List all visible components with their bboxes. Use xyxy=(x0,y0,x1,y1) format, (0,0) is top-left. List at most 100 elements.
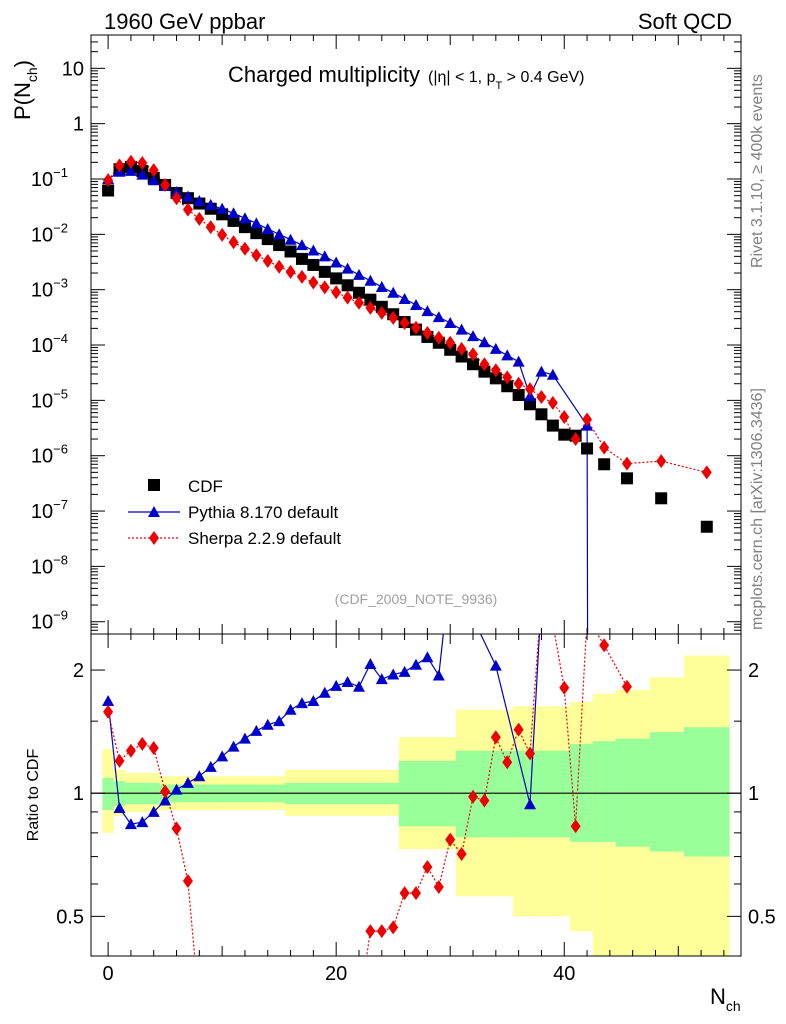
pythia-main-point-19 xyxy=(318,250,331,262)
cdf-main-point-40 xyxy=(558,428,571,441)
cdf-main-point-43 xyxy=(598,458,611,471)
sherpa-main-point-0 xyxy=(103,173,114,188)
sherpa-ratio-point-12 xyxy=(388,920,399,935)
pythia-main-point-16 xyxy=(284,233,297,245)
pythia-main-point-3 xyxy=(136,168,149,180)
pythia-main-point-17 xyxy=(295,239,308,251)
pythia-ratio-point-31 xyxy=(489,659,502,671)
pythia-main-point-35 xyxy=(501,349,514,361)
ratio-y-tick-label-0: 0.5 xyxy=(56,906,84,928)
pythia-ratio-point-21 xyxy=(341,675,354,687)
pythia-ratio-point-6 xyxy=(170,783,183,795)
cdf-main-point-37 xyxy=(524,398,537,411)
sherpa-ratio-point-23 xyxy=(513,722,524,737)
sherpa-main-point-37 xyxy=(525,382,536,397)
pythia-main-point-29 xyxy=(432,311,445,323)
chart-title: Charged multiplicity xyxy=(228,62,420,87)
pythia-ratio-point-0 xyxy=(102,695,115,707)
sherpa-main-point-20 xyxy=(331,285,342,300)
pythia-main-point-2 xyxy=(124,164,137,176)
sherpa-main-point-7 xyxy=(182,202,193,217)
sherpa-main-point-9 xyxy=(205,220,216,235)
pythia-ratio-point-12 xyxy=(238,732,251,744)
sherpa-main-point-25 xyxy=(388,310,399,325)
sherpa-main-point-16 xyxy=(285,264,296,279)
sherpa-ratio-point-10 xyxy=(365,924,376,939)
legend-label-cdf: CDF xyxy=(188,477,223,496)
pythia-ratio-point-3 xyxy=(136,816,149,828)
main-y-tick-label-3: 10−2 xyxy=(31,220,68,246)
pythia-main-point-15 xyxy=(273,228,286,240)
cdf-main-point-12 xyxy=(238,221,251,234)
pythia-ratio-point-10 xyxy=(216,750,229,762)
ratio-plot-marks xyxy=(102,634,632,956)
cdf-main-point-42 xyxy=(581,442,594,455)
sherpa-main-point-21 xyxy=(342,290,353,305)
pythia-main-point-31 xyxy=(455,323,468,335)
ratio-y-tick-label-right-0: 0.5 xyxy=(748,906,776,928)
main-y-tick-label-6: 10−5 xyxy=(31,386,68,412)
sherpa-main-point-1 xyxy=(114,158,125,173)
x-title-main: N xyxy=(710,984,726,1009)
sherpa-ratio-point-21 xyxy=(490,730,501,745)
legend-marker-sherpa xyxy=(149,531,159,545)
pythia-ratio-point-23 xyxy=(364,657,377,669)
sherpa-main-point-10 xyxy=(217,227,228,242)
sherpa-ratio-point-4 xyxy=(148,740,159,755)
sherpa-ratio-point-24 xyxy=(525,746,536,761)
cdf-main-point-31 xyxy=(455,350,468,363)
ratio-uncertainty-bands xyxy=(91,655,741,956)
cdf-main-point-20 xyxy=(330,272,343,285)
y-title-tail: ) xyxy=(10,60,35,67)
sherpa-ratio-point-11 xyxy=(376,924,387,939)
sherpa-ratio-point-1 xyxy=(114,753,125,768)
pythia-ratio-point-17 xyxy=(295,697,308,709)
sherpa-main-point-13 xyxy=(251,248,262,263)
legend: CDF Pythia 8.170 default Sherpa 2.2.9 de… xyxy=(128,477,341,548)
pythia-main-point-34 xyxy=(489,342,502,354)
sherpa-main-point-27 xyxy=(411,320,421,335)
ratio-band-stat-0 xyxy=(102,777,114,810)
main-y-tick-label-0: 10 xyxy=(62,58,84,80)
pythia-main-point-14 xyxy=(261,222,274,234)
main-y-tick-label-4: 10−3 xyxy=(31,276,68,302)
main-y-tick-label-7: 10−6 xyxy=(31,442,68,468)
main-x-axis-ticks xyxy=(107,35,725,634)
pythia-main-point-4 xyxy=(147,174,160,186)
pythia-main-point-22 xyxy=(352,268,365,280)
main-y-tick-label-2: 10−1 xyxy=(31,165,68,191)
header-energy-label: 1960 GeV ppbar xyxy=(104,9,265,34)
sherpa-main-point-31 xyxy=(456,341,467,356)
pythia-main-point-7 xyxy=(181,190,194,202)
pythia-ratio-point-18 xyxy=(307,695,320,707)
main-y-tick-label-8: 10−7 xyxy=(31,497,68,523)
sherpa-ratio-point-31 xyxy=(621,679,632,694)
ratio-y-tick-label-right-2: 2 xyxy=(748,660,759,682)
cdf-main-point-0 xyxy=(102,184,115,197)
ratio-band-stat-7 xyxy=(512,750,570,838)
main-panel: 10110−110−210−310−410−510−610−710−810−9 … xyxy=(10,34,742,635)
pythia-ratio-point-14 xyxy=(261,718,274,730)
pythia-ratio-point-16 xyxy=(284,703,297,715)
sherpa-main-point-35 xyxy=(502,370,513,385)
pythia-main-point-25 xyxy=(387,286,400,298)
sherpa-main-point-28 xyxy=(422,325,433,340)
main-y-tick-label-10: 10−9 xyxy=(31,608,68,634)
cdf-main-point-19 xyxy=(318,265,331,278)
pythia-ratio-point-15 xyxy=(273,715,286,727)
cdf-main-point-44 xyxy=(620,472,633,485)
sherpa-main-point-2 xyxy=(125,154,136,169)
pythia-ratio-point-25 xyxy=(387,668,400,680)
cdf-main-point-38 xyxy=(535,408,548,421)
legend-marker-pythia xyxy=(148,506,160,517)
ratio-y-tick-label-2: 2 xyxy=(73,660,84,682)
chart-subtitle-main: (|η| < 1, p xyxy=(428,69,496,86)
pythia-main-point-30 xyxy=(444,316,457,328)
main-y-axis: 10 1 10−1 10−2 10−3 10−4 10−5 10−6 10−7 10−8 10−9 xyxy=(31,34,741,635)
sherpa-main-point-5 xyxy=(160,177,171,192)
ratio-x-axis: 0 20 40 xyxy=(103,634,725,985)
sherpa-ratio-point-0 xyxy=(103,704,114,719)
ratio-panel: 0.5 0.5 1 1 2 2 0 20 40 Ratio to CDF Nch xyxy=(25,633,776,1014)
x-title-sub: ch xyxy=(726,998,741,1014)
